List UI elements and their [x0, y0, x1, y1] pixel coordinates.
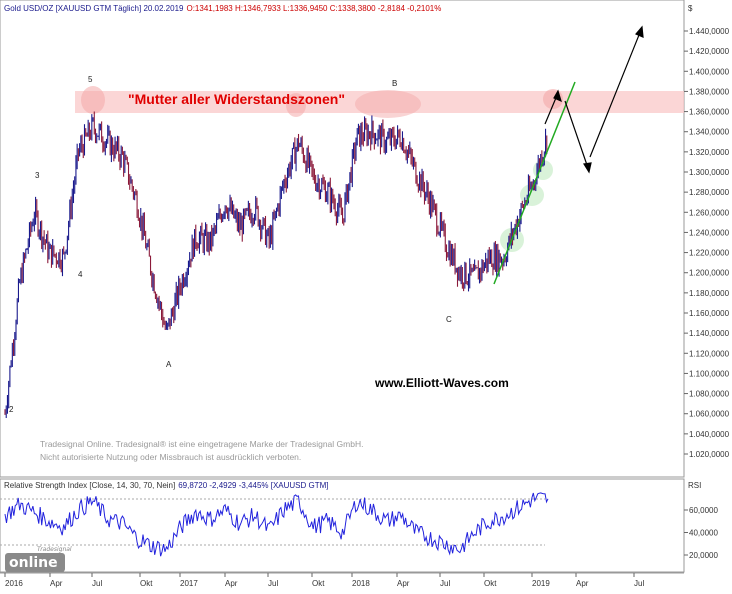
- time-tick-label: Apr: [576, 579, 589, 588]
- price-tick-label: 1.040,0000: [689, 430, 730, 439]
- price-tick-label: 1.100,0000: [689, 369, 730, 378]
- resistance-touch-2: [286, 93, 306, 117]
- time-tick-label: Okt: [312, 579, 325, 588]
- wave-label-3: 3: [35, 171, 40, 180]
- price-tick-label: 1.400,0000: [689, 67, 730, 76]
- resistance-touch-3: [355, 90, 421, 118]
- support-trendline: [493, 81, 576, 285]
- projection-arrows: [544, 25, 644, 174]
- price-tick-label: 1.240,0000: [689, 228, 730, 237]
- rsi-series: [4, 492, 549, 557]
- rsi-title: Relative Strength Index [Close, 14, 30, …: [4, 481, 175, 490]
- time-tick-label: Okt: [484, 579, 497, 588]
- price-tick-label: 1.260,0000: [689, 208, 730, 217]
- time-tick-label: Jul: [440, 579, 450, 588]
- time-tick-label: 2016: [5, 579, 23, 588]
- time-tick-label: Jul: [634, 579, 644, 588]
- price-tick-label: 1.220,0000: [689, 249, 730, 258]
- wave-label-b: B: [392, 79, 397, 88]
- resistance-zone-label: "Mutter aller Widerstandszonen": [128, 91, 345, 107]
- website-label: www.Elliott-Waves.com: [374, 376, 509, 390]
- arrow-head-1: [553, 89, 562, 103]
- rsi-tick-label: 40,0000: [689, 529, 718, 538]
- price-panel-frame: [0, 0, 685, 478]
- resistance-touch-1: [81, 86, 105, 114]
- chart-title: Gold USD/OZ [XAUUSD GTM Täglich] 20.02.2…: [4, 4, 184, 13]
- time-tick-label: Okt: [140, 579, 153, 588]
- price-tick-label: 1.300,0000: [689, 168, 730, 177]
- price-tick-label: 1.080,0000: [689, 390, 730, 399]
- time-tick-label: Apr: [225, 579, 238, 588]
- logo-badge: [5, 553, 65, 572]
- price-tick-label: 1.180,0000: [689, 289, 730, 298]
- disclaimer-line-1: Tradesignal Online. Tradesignal® ist ein…: [40, 439, 363, 449]
- logo-main-text: online: [9, 555, 58, 571]
- price-tick-label: 1.380,0000: [689, 87, 730, 96]
- price-tick-label: 1.420,0000: [689, 47, 730, 56]
- rsi-tick-label: 60,0000: [689, 506, 718, 515]
- rsi-axis-label: RSI: [688, 481, 701, 490]
- price-tick-label: 1.340,0000: [689, 128, 730, 137]
- price-tick-label: 1.320,0000: [689, 148, 730, 157]
- wave-label-4: 4: [78, 270, 83, 279]
- time-tick-label: 2019: [532, 579, 550, 588]
- time-axis: 2016 Apr Jul Okt 2017 Apr Jul Okt 2018 Apr Jul Okt 2…: [4, 573, 644, 588]
- rsi-header: Relative Strength Index [Close, 14, 30, …: [4, 481, 329, 490]
- wave-label-2: 2: [9, 405, 14, 414]
- rsi-panel-frame: [0, 478, 685, 573]
- disclaimer-line-2: Nicht autorisierte Nutzung oder Missbrau…: [40, 452, 301, 462]
- time-tick-label: 2017: [180, 579, 198, 588]
- price-tick-label: 1.140,0000: [689, 329, 730, 338]
- rsi-line: [4, 492, 549, 557]
- chart-ohlc: O:1341,1983 H:1346,7933 L:1336,9450 C:13…: [186, 4, 441, 13]
- chart-header: Gold USD/OZ [XAUUSD GTM Täglich] 20.02.2…: [4, 4, 441, 13]
- time-tick-label: Jul: [92, 579, 102, 588]
- arrow-head-3: [635, 25, 644, 38]
- wave-label-c: C: [446, 315, 452, 324]
- price-tick-label: 1.160,0000: [689, 309, 730, 318]
- price-tick-label: 1.280,0000: [689, 188, 730, 197]
- time-tick-label: Jul: [268, 579, 278, 588]
- price-tick-label: 1.360,0000: [689, 108, 730, 117]
- price-series: [4, 111, 548, 419]
- price-axis-currency: $: [688, 4, 693, 13]
- price-tick-label: 1.440,0000: [689, 27, 730, 36]
- projection-arrow-2: [564, 100, 589, 169]
- rsi-axis: 60,0000 40,0000 20,0000: [684, 506, 718, 560]
- time-tick-label: Apr: [397, 579, 410, 588]
- price-tick-label: 1.200,0000: [689, 269, 730, 278]
- price-axis: 1.440,0000 1.420,0000 1.400,0000 1.380,0000…: [684, 27, 730, 459]
- wave-label-a: A: [166, 360, 172, 369]
- rsi-tick-label: 20,0000: [689, 551, 718, 560]
- arrow-head-2: [583, 162, 592, 174]
- time-tick-label: 2018: [352, 579, 370, 588]
- price-tick-label: 1.060,0000: [689, 410, 730, 419]
- wave-label-5: 5: [88, 75, 93, 84]
- price-tick-label: 1.120,0000: [689, 349, 730, 358]
- logo-small-text: Tradesignal: [37, 546, 72, 553]
- tradesignal-logo: Tradesignal online: [5, 546, 72, 572]
- projection-arrow-3: [589, 29, 642, 158]
- rsi-values: 69,8720 -2,4929 -3,445% [XAUUSD GTM]: [178, 481, 328, 490]
- time-tick-label: Apr: [50, 579, 63, 588]
- price-tick-label: 1.020,0000: [689, 450, 730, 459]
